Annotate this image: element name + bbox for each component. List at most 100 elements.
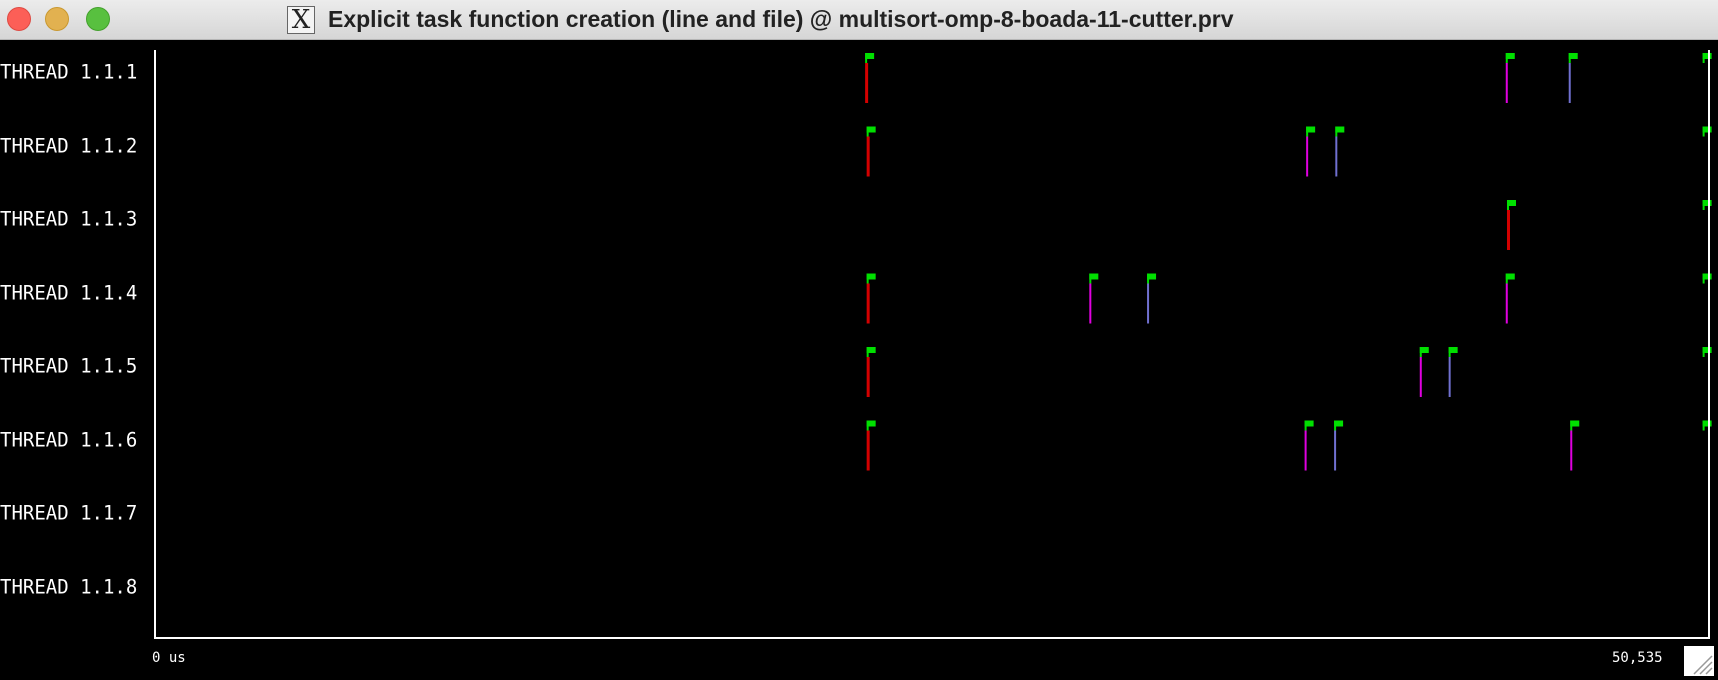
event-flag-pole	[1089, 273, 1092, 284]
event-flag-icon	[1419, 347, 1429, 353]
event-flag-pole	[1147, 273, 1150, 284]
x-axis-line	[154, 637, 1710, 639]
thread-label: THREAD 1.1.2	[0, 133, 138, 158]
event-mark	[1448, 347, 1458, 397]
event-mark	[865, 53, 875, 103]
event-flag-icon	[1505, 273, 1515, 280]
event-mark	[1570, 420, 1580, 471]
event-flag-icon	[1448, 347, 1458, 353]
thread-label: THREAD 1.1.3	[0, 207, 138, 231]
event-mark	[866, 273, 876, 324]
event-flag-icon	[1568, 53, 1578, 59]
event-mark	[1702, 273, 1712, 284]
event-mark	[1702, 126, 1712, 137]
event-stem	[866, 430, 870, 471]
event-stem	[1304, 430, 1307, 471]
event-flag-icon	[1147, 273, 1157, 280]
event-flag-pole	[1702, 420, 1705, 431]
event-mark	[1568, 53, 1578, 103]
event-mark	[1702, 420, 1712, 431]
event-flag-pole	[1335, 126, 1338, 137]
thread-label: THREAD 1.1.8	[0, 574, 138, 599]
event-mark	[1306, 126, 1316, 177]
event-flag-pole	[866, 273, 869, 284]
event-flag-pole	[1334, 420, 1337, 431]
event-stem	[1505, 283, 1508, 324]
event-flag-icon	[865, 53, 875, 59]
maximize-button[interactable]	[86, 7, 110, 31]
thread-label: THREAD 1.1.6	[0, 427, 138, 452]
event-flag-pole	[1568, 53, 1571, 63]
event-mark	[1335, 126, 1345, 177]
event-stem	[1089, 283, 1092, 324]
event-stem	[866, 283, 870, 324]
event-flag-icon	[1089, 273, 1099, 280]
event-stem	[865, 63, 869, 103]
event-stem	[1147, 283, 1150, 324]
close-button[interactable]	[7, 7, 31, 31]
timeline-right-edge	[1708, 50, 1710, 638]
event-mark	[1702, 53, 1712, 63]
resize-grip-icon[interactable]	[1684, 646, 1714, 676]
event-flag-icon	[1570, 420, 1580, 427]
event-flag-icon	[1702, 347, 1712, 353]
event-flag-icon	[1702, 126, 1712, 133]
event-flag-icon	[1505, 53, 1515, 59]
event-mark	[866, 347, 876, 397]
event-flag-icon	[1304, 420, 1314, 427]
event-flag-icon	[1506, 200, 1516, 206]
event-stem	[866, 357, 870, 397]
event-mark	[866, 126, 876, 177]
event-flag-icon	[1702, 200, 1712, 206]
event-mark	[1702, 347, 1712, 357]
event-flag-icon	[866, 126, 876, 133]
event-stem	[1335, 136, 1338, 177]
event-flag-icon	[1702, 420, 1712, 427]
event-flag-icon	[1702, 53, 1712, 59]
event-stem	[1306, 136, 1309, 177]
thread-label: THREAD 1.1.7	[0, 501, 138, 525]
event-mark	[1505, 53, 1515, 103]
event-flag-pole	[1702, 126, 1705, 137]
timeline-canvas[interactable]: THREAD 1.1.1 THREAD 1.1.2 THREAD 1.1.3 THRE…	[0, 40, 1718, 680]
event-mark	[1334, 420, 1344, 471]
thread-label: THREAD 1.1.5	[0, 354, 138, 378]
x11-icon: X	[287, 6, 315, 34]
event-mark	[1702, 200, 1712, 210]
title-bar[interactable]: X Explicit task function creation (line …	[0, 0, 1718, 40]
x-axis-start-label: 0 us	[152, 650, 186, 666]
event-stem	[1505, 63, 1508, 103]
event-mark	[1304, 420, 1314, 471]
window-title: Explicit task function creation (line an…	[328, 6, 1234, 32]
event-mark	[866, 420, 876, 471]
event-flag-icon	[1335, 126, 1345, 133]
event-flag-icon	[866, 347, 876, 353]
x-axis-end-label: 50,535	[1612, 650, 1663, 666]
event-flag-icon	[1306, 126, 1316, 133]
event-flag-pole	[865, 53, 868, 63]
event-stem	[1570, 430, 1573, 471]
event-flag-icon	[866, 420, 876, 427]
thread-label: THREAD 1.1.1	[0, 60, 138, 84]
event-flag-pole	[1702, 273, 1705, 284]
event-stem	[1506, 210, 1510, 250]
minimize-button[interactable]	[45, 7, 69, 31]
event-flag-pole	[1702, 347, 1705, 357]
event-stem	[1568, 63, 1571, 103]
event-marks	[865, 53, 1712, 471]
event-flag-pole	[866, 420, 869, 431]
thread-label: THREAD 1.1.4	[0, 280, 138, 305]
event-flag-pole	[1702, 200, 1705, 210]
event-flag-icon	[1334, 420, 1344, 427]
event-stem	[866, 136, 870, 177]
event-flag-pole	[1702, 53, 1705, 63]
event-flag-icon	[866, 273, 876, 280]
event-flag-pole	[1304, 420, 1307, 431]
event-flag-pole	[866, 347, 869, 357]
event-mark	[1089, 273, 1099, 324]
event-mark	[1506, 200, 1516, 250]
event-flag-pole	[1419, 347, 1422, 357]
event-flag-pole	[1570, 420, 1573, 431]
event-mark	[1419, 347, 1429, 397]
event-flag-pole	[1505, 53, 1508, 63]
